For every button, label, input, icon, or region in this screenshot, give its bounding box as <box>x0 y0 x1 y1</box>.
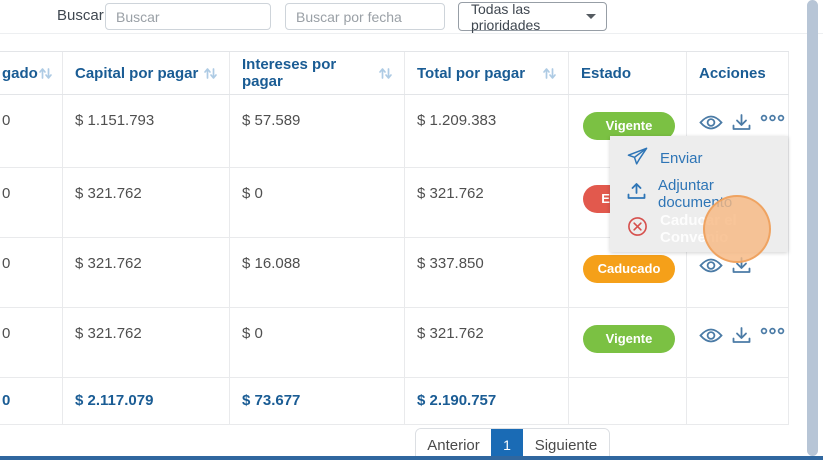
cell-estado: Vigente <box>569 308 687 377</box>
cell-total: $ 321.762 <box>405 168 569 237</box>
cell-capital: $ 321.762 <box>63 308 230 377</box>
view-icon[interactable] <box>699 114 723 131</box>
menu-item-enviar[interactable]: Enviar <box>610 141 788 176</box>
header-estado: Estado <box>569 52 687 94</box>
cell-acciones <box>687 238 789 307</box>
search-input[interactable] <box>105 3 271 30</box>
cell-pagado: 0 <box>0 238 63 307</box>
click-highlight <box>703 195 771 263</box>
cell-total: $ 1.209.383 <box>405 95 569 167</box>
total-intereses: $ 73.677 <box>230 378 405 424</box>
cell-estado: Vigente <box>569 95 687 167</box>
total-estado-empty <box>569 378 687 424</box>
download-icon[interactable] <box>732 327 751 344</box>
header-total-por-pagar: Total por pagar <box>405 52 569 94</box>
vertical-scrollbar[interactable] <box>807 0 818 456</box>
cell-capital: $ 1.151.793 <box>63 95 230 167</box>
cell-estado: Caducado <box>569 238 687 307</box>
header-intereses-por-pagar: Intereses por pagar <box>230 52 405 94</box>
status-badge: Vigente <box>583 325 675 353</box>
cell-acciones <box>687 95 789 167</box>
pagination-page-1[interactable]: 1 <box>491 429 523 460</box>
cell-intereses: $ 0 <box>230 308 405 377</box>
pagination-next-button[interactable]: Siguiente <box>523 429 609 460</box>
header-acciones: Acciones <box>687 52 789 94</box>
sort-icon[interactable] <box>203 67 218 80</box>
status-badge: Caducado <box>583 255 675 283</box>
cell-total: $ 337.850 <box>405 238 569 307</box>
filter-bar: Buscar Todas las prioridades <box>0 0 823 34</box>
send-icon <box>627 147 648 170</box>
priority-dropdown[interactable]: Todas las prioridades <box>458 0 607 33</box>
download-icon[interactable] <box>732 114 751 131</box>
chevron-down-icon <box>586 14 596 19</box>
cell-capital: $ 321.762 <box>63 238 230 307</box>
total-acciones-empty <box>687 378 789 424</box>
cancel-icon <box>627 216 648 241</box>
cell-intereses: $ 0 <box>230 168 405 237</box>
view-icon[interactable] <box>699 257 723 274</box>
pagination: Anterior 1 Siguiente <box>415 428 610 460</box>
cell-acciones <box>687 308 789 377</box>
pagination-previous-button[interactable]: Anterior <box>416 429 491 460</box>
header-pagado: gado <box>0 52 63 94</box>
total-pagado: 0 <box>0 378 63 424</box>
total-total: $ 2.190.757 <box>405 378 569 424</box>
total-capital: $ 2.117.079 <box>63 378 230 424</box>
table-totals-row: 0 $ 2.117.079 $ 73.677 $ 2.190.757 <box>0 378 789 425</box>
cell-pagado: 0 <box>0 168 63 237</box>
cell-pagado: 0 <box>0 308 63 377</box>
cell-acciones <box>687 168 789 237</box>
table-row: 0 $ 321.762 $ 0 $ 321.762 Vigente <box>0 308 789 378</box>
more-actions-icon[interactable] <box>760 114 785 122</box>
date-search-input[interactable] <box>285 3 445 30</box>
sort-icon[interactable] <box>542 67 557 80</box>
search-label: Buscar <box>57 7 104 24</box>
cell-capital: $ 321.762 <box>63 168 230 237</box>
cell-total: $ 321.762 <box>405 308 569 377</box>
priority-dropdown-value: Todas las prioridades <box>471 0 541 33</box>
bottom-bar <box>0 456 823 460</box>
sort-icon[interactable] <box>378 67 393 80</box>
cell-intereses: $ 57.589 <box>230 95 405 167</box>
cell-intereses: $ 16.088 <box>230 238 405 307</box>
status-badge: Vigente <box>583 112 675 140</box>
cell-pagado: 0 <box>0 95 63 167</box>
header-capital-por-pagar: Capital por pagar <box>63 52 230 94</box>
upload-icon <box>627 183 646 204</box>
table-header-row: gado Capital por pagar Intereses por pag… <box>0 51 789 95</box>
view-icon[interactable] <box>699 327 723 344</box>
sort-icon[interactable] <box>38 67 53 80</box>
more-actions-icon[interactable] <box>760 327 785 335</box>
